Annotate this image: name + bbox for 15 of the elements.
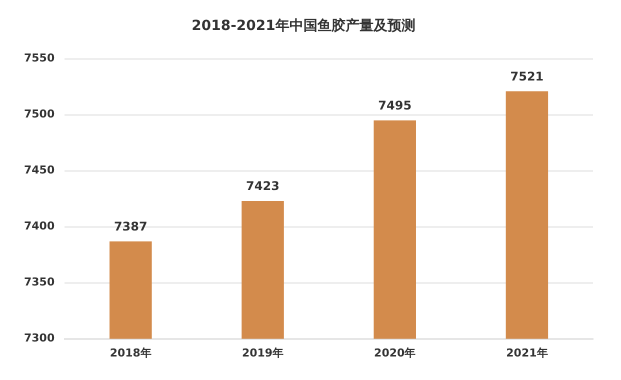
x-tick-label: 2019年	[242, 346, 284, 360]
x-tick-label: 2021年	[506, 346, 548, 360]
data-label: 7521	[510, 69, 544, 84]
y-tick-label: 7500	[24, 108, 55, 121]
chart-title: 2018-2021年中国鱼胶产量及预测	[192, 17, 416, 34]
data-label: 7423	[246, 179, 280, 194]
data-label: 7387	[114, 219, 148, 234]
data-label: 7495	[378, 98, 412, 113]
y-tick-label: 7450	[24, 164, 55, 177]
y-tick-label: 7350	[24, 276, 55, 289]
x-tick-label: 2020年	[374, 346, 416, 360]
y-tick-label: 7300	[24, 332, 55, 345]
y-tick-label: 7550	[24, 52, 55, 65]
x-tick-label: 2018年	[110, 346, 152, 360]
y-tick-label: 7400	[24, 220, 55, 233]
